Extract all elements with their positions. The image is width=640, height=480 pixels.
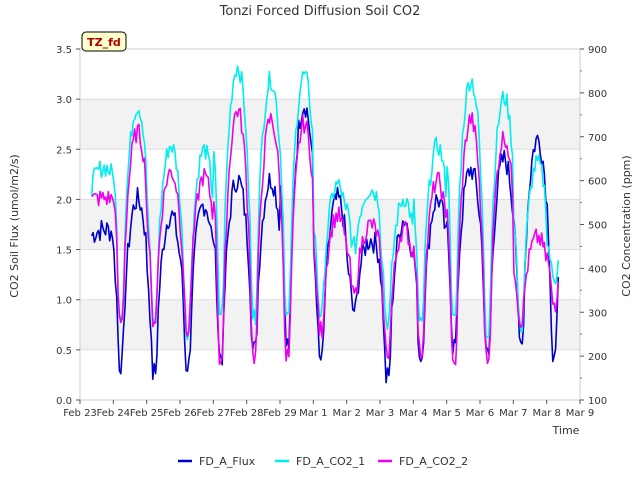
x-tick-label: Feb 28 xyxy=(230,408,264,419)
x-tick-label: Mar 9 xyxy=(566,408,594,419)
x-tick-label: Mar 7 xyxy=(499,408,527,419)
x-tick-label: Feb 26 xyxy=(163,408,197,419)
x-tick-label: Feb 29 xyxy=(263,408,297,419)
series-layer xyxy=(90,65,560,384)
y-tick-label-right: 700 xyxy=(588,133,607,144)
y-tick-label-right: 100 xyxy=(588,396,607,407)
site-badge: TZ_fd xyxy=(81,31,127,52)
site-badge-label: TZ_fd xyxy=(87,36,121,49)
legend-label: FD_A_CO2_1 xyxy=(296,455,365,468)
y-tick-label-right: 500 xyxy=(588,221,607,232)
legend: FD_A_Flux FD_A_CO2_1 FD_A_CO2_2 xyxy=(178,455,468,468)
x-tick-label: Mar 8 xyxy=(532,408,560,419)
series-line-FD_A_CO2_1 xyxy=(90,65,560,341)
x-tick-label: Mar 3 xyxy=(366,408,394,419)
y-tick-label-right: 400 xyxy=(588,264,607,275)
x-tick-label: Feb 24 xyxy=(97,408,131,419)
legend-label: FD_A_CO2_2 xyxy=(399,455,468,468)
y-tick-label-right: 600 xyxy=(588,177,607,188)
x-axis-ticks: Feb 23 Feb 24 Feb 25 Feb 26 Feb 27 Feb 28 Feb … xyxy=(63,400,594,419)
chart-title: Tonzi Forced Diffusion Soil CO2 xyxy=(219,4,421,19)
y-tick-label-right: 200 xyxy=(588,352,607,363)
y-tick-label-left: 3.5 xyxy=(56,45,72,56)
y-tick-label-left: 0.5 xyxy=(56,346,72,357)
x-tick-label: Feb 25 xyxy=(130,408,164,419)
y-tick-label-left: 2.0 xyxy=(56,195,72,206)
background-band xyxy=(80,299,580,350)
y-axis-left-ticks: 0.0 0.5 1.0 1.5 2.0 2.5 3.0 3.5 xyxy=(56,45,80,407)
legend-label: FD_A_Flux xyxy=(199,455,256,468)
y-tick-label-right: 900 xyxy=(588,45,607,56)
site-badge-box xyxy=(81,31,127,52)
y-axis-right-ticks: 100 200 300 400 500 600 700 800 900 xyxy=(580,45,607,407)
y-tick-label-left: 1.5 xyxy=(56,246,72,257)
x-tick-label: Feb 23 xyxy=(63,408,97,419)
y-tick-label-left: 3.0 xyxy=(56,95,72,106)
y-tick-label-left: 2.5 xyxy=(56,145,72,156)
x-tick-label: Mar 1 xyxy=(299,408,327,419)
y-tick-label-left: 1.0 xyxy=(56,296,72,307)
y-axis-left-label: CO2 Soil Flux (umol/m2/s) xyxy=(8,154,21,297)
y-tick-label-right: 800 xyxy=(588,89,607,100)
y-tick-label-right: 300 xyxy=(588,308,607,319)
x-tick-label: Mar 5 xyxy=(432,408,460,419)
x-axis-label: Time xyxy=(552,424,580,437)
x-tick-label: Feb 27 xyxy=(197,408,231,419)
x-tick-label: Mar 6 xyxy=(466,408,494,419)
x-tick-label: Mar 2 xyxy=(332,408,360,419)
y-axis-right-label: CO2 Concentration (ppm) xyxy=(620,155,633,296)
x-tick-label: Mar 4 xyxy=(399,408,427,419)
y-tick-label-left: 0.0 xyxy=(56,396,72,407)
series-line-FD_A_CO2_2 xyxy=(91,107,560,366)
